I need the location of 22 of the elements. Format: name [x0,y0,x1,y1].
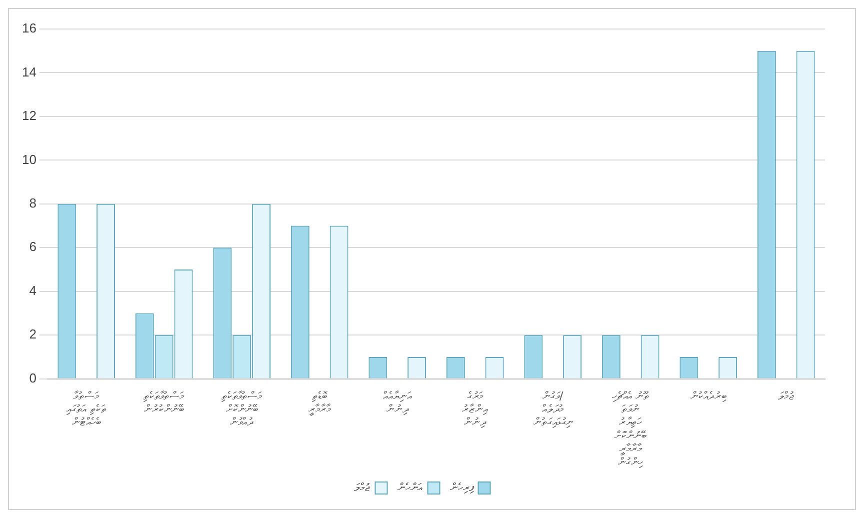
y-tick-label: 2 [29,326,36,342]
y-tick-label: 16 [22,20,36,36]
x-tick-label: ބޮޑެތި މާރާމާރީ [308,389,332,416]
y-tick-label: 8 [29,195,36,210]
x-tick-label: މަރުގެ އިންޒާރު ދިނުން [462,389,488,429]
x-tick-label: ތޫނު އެއްޗެހި ނުވަތަ ހަތިޔާރު ބޭނުންކޮށް މާރާމާރީ ހިންގުން [612,389,650,468]
x-tick-label: ވަގުން/ މުދަލެއް ނިގުޅައިގަތުން [533,389,574,429]
legend-label: ފިރިހެން [450,480,475,494]
y-tick-label: 4 [29,282,36,298]
legend-label: އަންހެން [397,480,422,494]
x-tick-label: ޖުމްލަ [778,389,794,402]
x-tick-label: އަނިޔާއެއް ދިނުން [382,389,412,416]
y-tick-label: 6 [29,239,36,254]
x-tick-label: ބިރުދެއްކުން [690,389,728,402]
y-tick-label: 10 [22,152,36,167]
legend-label: ޖުމްލަ [354,480,370,494]
y-tick-label: 0 [29,370,36,386]
y-tick-label: 14 [22,64,36,80]
x-tick-label: މަސްތުވާތަކެތި ބޭނުންކޮށް ދުއްވުން [221,389,262,429]
x-tick-label: މަސްތުވާތަކެތި ބޭނުންކުރުން [144,389,186,416]
y-tick-label: 12 [22,108,36,124]
x-tick-label: މަސްތުވާ ތަކެތި އަތުގައި ބެހެއްޓުން [66,389,108,429]
